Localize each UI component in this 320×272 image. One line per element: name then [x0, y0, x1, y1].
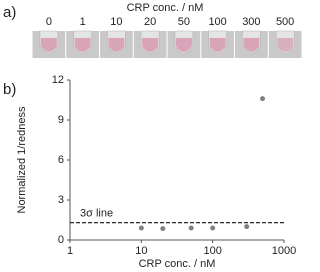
liquid [74, 38, 91, 52]
figure: a) CRP conc. / nM b) Normalized 1/rednes… [3, 2, 302, 270]
concentration-label: 20 [144, 16, 156, 28]
concentration-label: 100 [208, 16, 226, 28]
data-point [188, 225, 194, 231]
y-tick-label: 12 [52, 74, 64, 86]
concentration-label: 50 [178, 16, 190, 28]
liquid [277, 38, 294, 52]
tube-photos [32, 30, 302, 58]
concentration-label: 10 [110, 16, 122, 28]
panel-label: b) [3, 81, 16, 98]
liquid [142, 38, 159, 52]
y-tick-label: 6 [58, 154, 64, 166]
x-tick-label: 100 [203, 245, 221, 257]
concentration-label: 500 [276, 16, 294, 28]
x-tick-label: 1000 [272, 245, 296, 257]
liquid [108, 38, 125, 52]
concentration-label: 1 [80, 16, 86, 28]
x-tick-label: 1 [67, 245, 73, 257]
data-point [260, 96, 266, 102]
x-axis-label: CRP conc. / nM [139, 258, 216, 270]
y-tick-label: 0 [58, 234, 64, 246]
panel-title: CRP conc. / nM [127, 2, 204, 14]
liquid [175, 38, 192, 52]
data-point [210, 225, 216, 231]
threshold-label: 3σ line [80, 208, 113, 220]
data-point [160, 226, 166, 232]
x-tick-label: 10 [135, 245, 147, 257]
liquid [209, 38, 226, 52]
liquid [243, 38, 260, 52]
data-point [138, 225, 144, 231]
y-axis-label: Normalized 1/redness [16, 106, 28, 213]
liquid [40, 38, 57, 52]
data-point [244, 224, 250, 230]
panel-label: a) [3, 4, 16, 21]
y-tick-label: 3 [58, 194, 64, 206]
concentration-label: 0 [46, 16, 52, 28]
concentration-label: 300 [242, 16, 260, 28]
y-tick-label: 9 [58, 114, 64, 126]
